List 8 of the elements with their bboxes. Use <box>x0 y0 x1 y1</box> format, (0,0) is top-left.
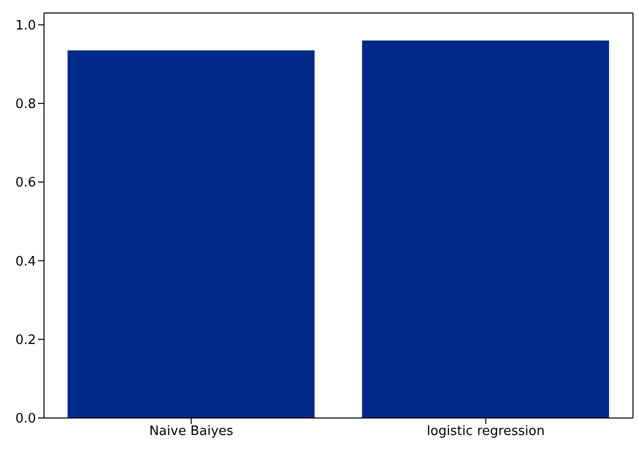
y-tick-label: 0.0 <box>15 412 36 427</box>
y-tick-label: 1.0 <box>15 18 36 34</box>
y-tick-label: 0.8 <box>15 97 36 112</box>
x-tick-label: Naive Baiyes <box>149 424 234 440</box>
y-tick-label: 0.4 <box>15 254 36 270</box>
x-tick-label: logistic regression <box>426 424 545 440</box>
y-tick-label: 0.6 <box>15 176 36 191</box>
y-tick-label: 0.2 <box>15 332 36 348</box>
